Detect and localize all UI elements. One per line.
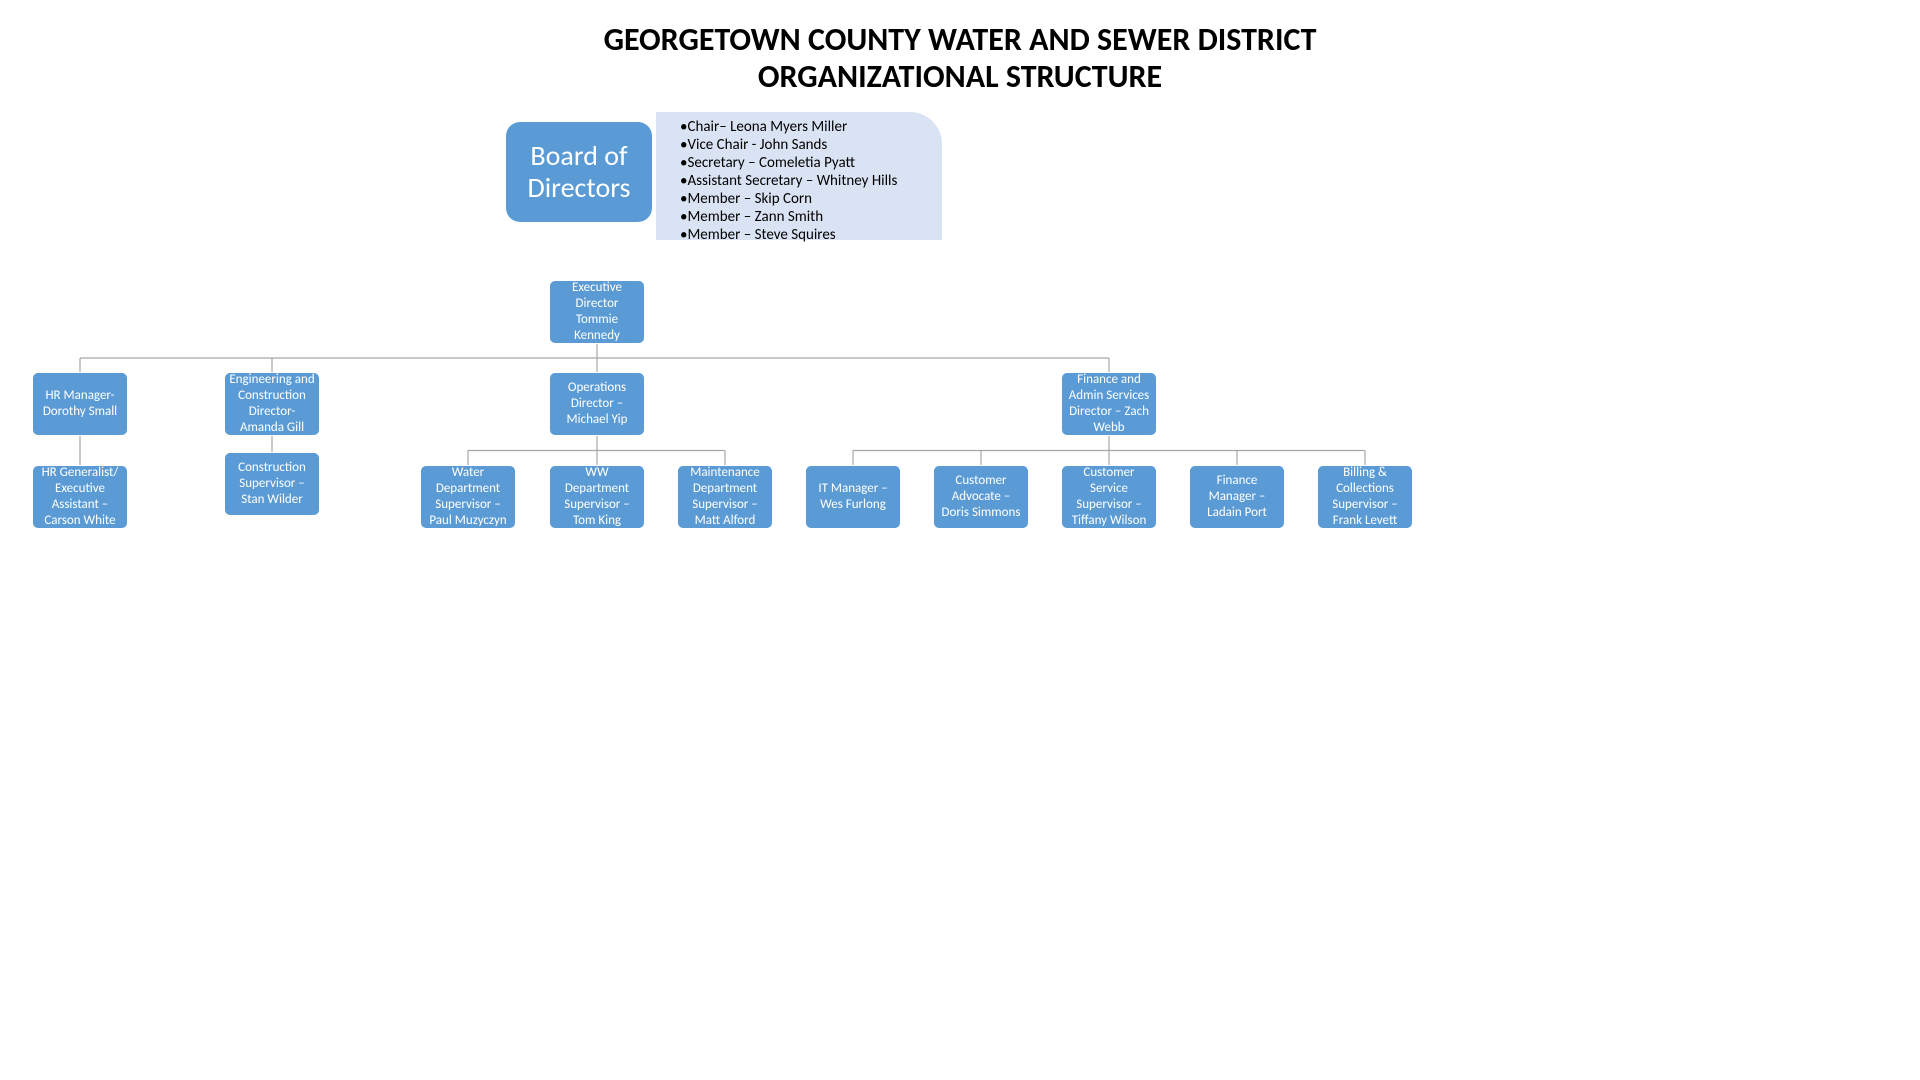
org-node-hr_gen: HR Generalist/ Executive Assistant – Car… bbox=[32, 465, 128, 529]
org-node-bill_sup: Billing & Collections Supervisor – Frank… bbox=[1317, 465, 1413, 529]
org-node-ops_dir: Operations Director – Michael Yip bbox=[549, 372, 645, 436]
board-member: Member – Zann Smith bbox=[680, 208, 930, 226]
title-line2: ORGANIZATIONAL STRUCTURE bbox=[758, 57, 1162, 96]
board-section: Board of Directors Chair– Leona Myers Mi… bbox=[506, 112, 946, 240]
board-of-directors-box: Board of Directors bbox=[506, 122, 652, 222]
org-node-fin_dir: Finance and Admin Services Director – Za… bbox=[1061, 372, 1157, 436]
board-member: Member – Steve Squires bbox=[680, 226, 930, 244]
org-node-cs_sup: Customer Service Supervisor – Tiffany Wi… bbox=[1061, 465, 1157, 529]
title-line1: GEORGETOWN COUNTY WATER AND SEWER DISTRI… bbox=[604, 20, 1317, 59]
page-title: GEORGETOWN COUNTY WATER AND SEWER DISTRI… bbox=[0, 0, 1920, 96]
org-node-it_mgr: IT Manager – Wes Furlong bbox=[805, 465, 901, 529]
org-node-exec: Executive Director Tommie Kennedy bbox=[549, 280, 645, 344]
org-node-eng_dir: Engineering and Construction Director- A… bbox=[224, 372, 320, 436]
org-node-maint_sup: Maintenance Department Supervisor – Matt… bbox=[677, 465, 773, 529]
board-members-list: Chair– Leona Myers MillerVice Chair - Jo… bbox=[656, 112, 942, 240]
board-member: Member – Skip Corn bbox=[680, 190, 930, 208]
org-node-ww_sup: WW Department Supervisor – Tom King bbox=[549, 465, 645, 529]
org-node-water_sup: Water Department Supervisor – Paul Muzyc… bbox=[420, 465, 516, 529]
org-chart-connectors bbox=[0, 0, 1920, 1080]
board-member: Chair– Leona Myers Miller bbox=[680, 118, 930, 136]
org-node-hr_mgr: HR Manager- Dorothy Small bbox=[32, 372, 128, 436]
org-node-fin_mgr: Finance Manager – Ladain Port bbox=[1189, 465, 1285, 529]
board-member: Assistant Secretary – Whitney Hills bbox=[680, 172, 930, 190]
org-node-cust_adv: Customer Advocate – Doris Simmons bbox=[933, 465, 1029, 529]
org-node-const_sup: Construction Supervisor – Stan Wilder bbox=[224, 452, 320, 516]
board-member: Secretary – Comeletia Pyatt bbox=[680, 154, 930, 172]
board-member: Vice Chair - John Sands bbox=[680, 136, 930, 154]
